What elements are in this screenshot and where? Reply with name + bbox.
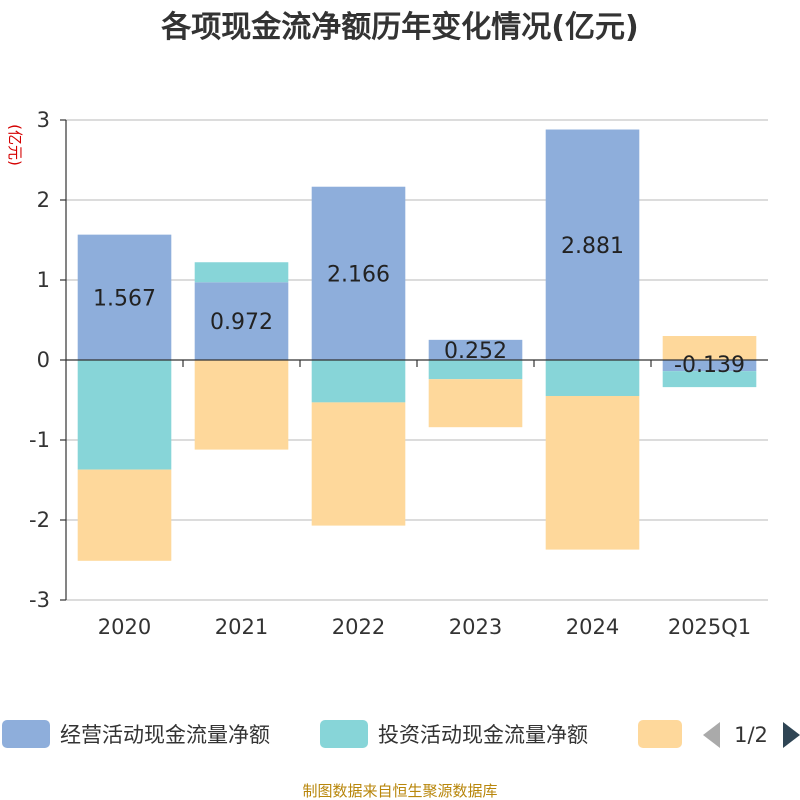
bar-2021-series-1[interactable] — [194, 262, 289, 283]
legend-swatch-financing[interactable] — [638, 720, 682, 748]
bar-2023-series-0[interactable] — [428, 339, 523, 360]
x-tick-label: 2022 — [332, 615, 385, 639]
y-tick-label: -2 — [29, 508, 50, 532]
data-label-2024: 2.881 — [561, 234, 624, 259]
axes — [60, 119, 768, 601]
data-label-2021: 0.972 — [210, 310, 273, 335]
y-tick-label: 3 — [37, 108, 50, 132]
bar-2020-series-2[interactable] — [77, 469, 172, 561]
data-label-2023: 0.252 — [444, 339, 507, 364]
x-tick-label: 2024 — [566, 615, 619, 639]
x-tick-labels: 2020 2021 2022 2023 2024 2025Q1 — [98, 615, 751, 639]
y-tick-label: -3 — [29, 588, 50, 612]
legend-label-investing[interactable]: 投资活动现金流量净额 — [378, 723, 588, 747]
bar-2021-series-0[interactable] — [194, 282, 289, 360]
bar-2022-series-0[interactable] — [311, 186, 406, 360]
data-label-2020: 1.567 — [93, 286, 156, 311]
bar-2025Q1-series-1[interactable] — [662, 371, 757, 388]
bar-2023-series-2[interactable] — [428, 379, 523, 428]
grid-lines — [66, 119, 768, 601]
legend-pager-label: 1/2 — [734, 723, 768, 747]
y-tick-label: -1 — [29, 428, 50, 452]
bar-2024-series-1[interactable] — [545, 360, 640, 396]
legend-next-page-icon[interactable] — [783, 722, 800, 748]
bar-2023-series-1[interactable] — [428, 360, 523, 380]
data-label-2025Q1: -0.139 — [674, 353, 745, 378]
x-tick-label: 2025Q1 — [668, 615, 751, 639]
chart-title: 各项现金流净额历年变化情况(亿元) — [160, 10, 638, 45]
y-tick-labels: -3 -2 -1 0 1 2 3 — [29, 108, 50, 612]
x-tick-label: 2021 — [215, 615, 268, 639]
y-axis-unit-label: (亿元) — [6, 124, 24, 166]
legend: 经营活动现金流量净额 投资活动现金流量净额 1/2 — [2, 720, 800, 748]
bar-2025Q1-series-0[interactable] — [662, 360, 757, 372]
bar-2025Q1-series-2[interactable] — [662, 336, 757, 360]
bar-2024-series-0[interactable] — [545, 129, 640, 360]
x-tick-label: 2020 — [98, 615, 151, 639]
legend-label-operating[interactable]: 经营活动现金流量净额 — [60, 723, 270, 747]
legend-prev-page-icon[interactable] — [703, 722, 720, 748]
legend-swatch-operating[interactable] — [2, 720, 50, 748]
bar-2024-series-2[interactable] — [545, 396, 640, 550]
source-note: 制图数据来自恒生聚源数据库 — [302, 782, 497, 800]
x-tick-label: 2023 — [449, 615, 502, 639]
bar-2022-series-1[interactable] — [311, 360, 406, 403]
legend-swatch-investing[interactable] — [320, 720, 368, 748]
y-tick-label: 0 — [37, 348, 50, 372]
bars — [77, 129, 757, 561]
bar-2020-series-1[interactable] — [77, 360, 172, 470]
bar-2020-series-0[interactable] — [77, 234, 172, 360]
y-tick-label: 2 — [37, 188, 50, 212]
data-label-2022: 2.166 — [327, 262, 390, 287]
data-labels: 1.567 0.972 2.166 0.252 2.881 -0.139 — [93, 234, 745, 378]
bar-2022-series-2[interactable] — [311, 402, 406, 526]
bar-2021-series-2[interactable] — [194, 360, 289, 450]
y-tick-label: 1 — [37, 268, 50, 292]
